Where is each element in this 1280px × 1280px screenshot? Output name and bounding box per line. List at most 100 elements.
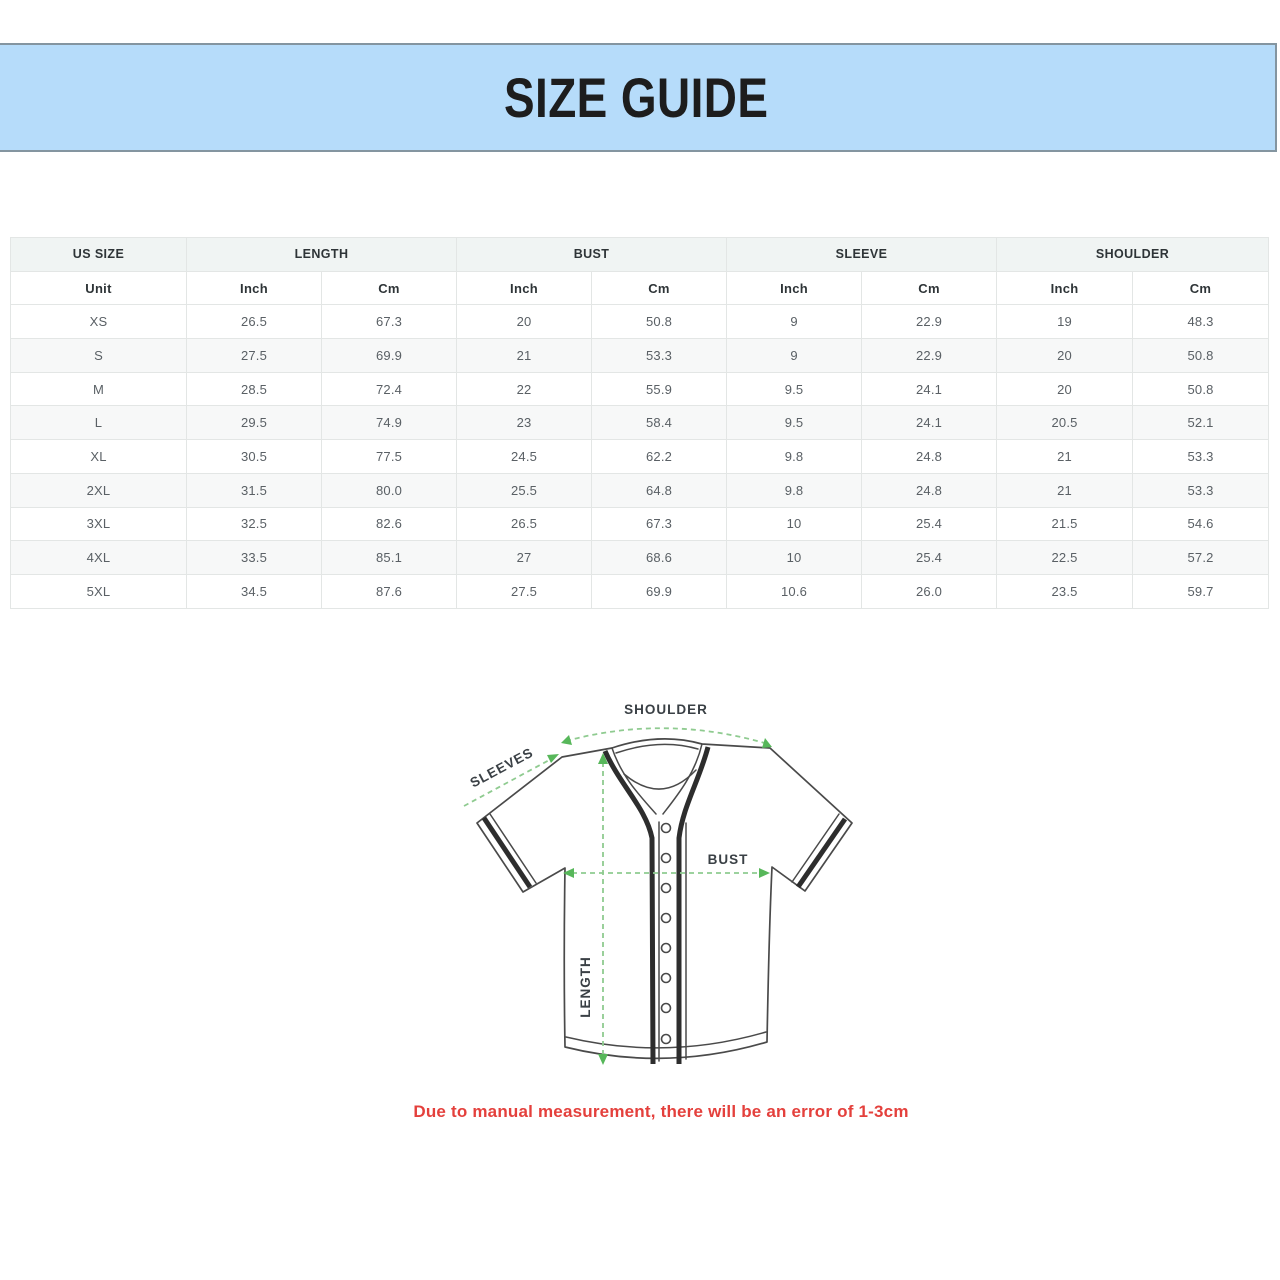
value-cell: 53.3 [1132, 439, 1269, 474]
button-icon [660, 852, 672, 864]
jersey-outline [476, 738, 853, 1060]
size-table-body: XS 26.5 67.3 20 50.8 9 22.9 19 48.3 S 27… [10, 304, 1269, 609]
value-cell: 64.8 [591, 472, 728, 508]
size-table: US SIZE LENGTH BUST SLEEVE SHOULDER Unit… [10, 237, 1269, 609]
table-row: XS 26.5 67.3 20 50.8 9 22.9 19 48.3 [10, 304, 1269, 340]
value-cell: 20 [996, 338, 1134, 373]
value-cell: 53.3 [591, 338, 728, 373]
size-guide-banner: SIZE GUIDE [0, 43, 1277, 152]
unit-header: Inch [186, 270, 322, 306]
value-cell: 22.9 [861, 304, 998, 340]
sleeves-arrow-icon [547, 754, 559, 763]
size-cell: XS [10, 304, 187, 340]
neck-edge-right [662, 743, 703, 815]
value-cell: 28.5 [186, 371, 322, 407]
placket-piping-left [602, 749, 656, 1065]
size-cell: 5XL [10, 573, 187, 609]
table-unit-header-row: Unit Inch Cm Inch Cm Inch Cm Inch Cm [10, 270, 1269, 306]
value-cell: 24.8 [861, 439, 998, 474]
table-row: S 27.5 69.9 21 53.3 9 22.9 20 50.8 [10, 338, 1269, 373]
button-column [660, 822, 672, 1045]
collar-inner-top-line [615, 743, 699, 754]
value-cell: 24.1 [861, 405, 998, 441]
button-icon [660, 882, 672, 894]
value-cell: 9.5 [726, 405, 863, 441]
placket-piping-right [676, 746, 711, 1064]
unit-header: Cm [1132, 270, 1269, 306]
value-cell: 21.5 [996, 506, 1134, 542]
unit-header: Cm [320, 270, 458, 306]
unit-header-label: Unit [10, 270, 187, 306]
value-cell: 87.6 [320, 573, 458, 609]
col-header-length: LENGTH [185, 237, 458, 272]
unit-header: Inch [996, 270, 1134, 306]
value-cell: 27.5 [186, 338, 322, 373]
value-cell: 54.6 [1132, 506, 1269, 542]
value-cell: 34.5 [186, 573, 322, 609]
length-arrow-up-icon [598, 753, 608, 764]
shoulder-measure-line [565, 727, 769, 745]
value-cell: 27.5 [456, 573, 593, 609]
cuff-line-right [791, 813, 840, 883]
value-cell: 25.5 [456, 472, 593, 508]
sleeves-measure-line [463, 757, 554, 807]
col-header-sleeve: SLEEVE [726, 237, 998, 272]
value-cell: 20.5 [996, 405, 1134, 441]
cuff-stripe-right [795, 817, 848, 889]
value-cell: 24.8 [861, 472, 998, 508]
value-cell: 80.0 [320, 472, 458, 508]
hem-inner-line [565, 1031, 767, 1049]
value-cell: 9.8 [726, 439, 863, 474]
value-cell: 74.9 [320, 405, 458, 441]
value-cell: 22.9 [861, 338, 998, 373]
sleeves-label: SLEEVES [468, 745, 536, 791]
button-icon [660, 942, 672, 954]
value-cell: 52.1 [1132, 405, 1269, 441]
value-cell: 24.1 [861, 371, 998, 407]
value-cell: 59.7 [1132, 573, 1269, 609]
value-cell: 48.3 [1132, 304, 1269, 340]
value-cell: 26.5 [186, 304, 322, 340]
value-cell: 57.2 [1132, 540, 1269, 575]
value-cell: 20 [996, 371, 1134, 407]
measurement-disclaimer: Due to manual measurement, there will be… [413, 1102, 909, 1121]
value-cell: 50.8 [1132, 338, 1269, 373]
length-arrow-down-icon [598, 1054, 608, 1065]
value-cell: 23.5 [996, 573, 1134, 609]
table-row: L 29.5 74.9 23 58.4 9.5 24.1 20.5 52.1 [10, 405, 1269, 441]
table-row: XL 30.5 77.5 24.5 62.2 9.8 24.8 21 53.3 [10, 439, 1269, 474]
value-cell: 69.9 [591, 573, 728, 609]
value-cell: 53.3 [1132, 472, 1269, 508]
value-cell: 50.8 [591, 304, 728, 340]
unit-header: Inch [456, 270, 593, 306]
value-cell: 58.4 [591, 405, 728, 441]
value-cell: 85.1 [320, 540, 458, 575]
table-row: 3XL 32.5 82.6 26.5 67.3 10 25.4 21.5 54.… [10, 506, 1269, 542]
value-cell: 9.8 [726, 472, 863, 508]
size-cell: S [10, 338, 187, 373]
value-cell: 26.5 [456, 506, 593, 542]
size-cell: 2XL [10, 472, 187, 508]
value-cell: 50.8 [1132, 371, 1269, 407]
size-cell: 4XL [10, 540, 187, 575]
value-cell: 67.3 [591, 506, 728, 542]
table-row: 2XL 31.5 80.0 25.5 64.8 9.8 24.8 21 53.3 [10, 472, 1269, 508]
value-cell: 82.6 [320, 506, 458, 542]
button-icon [660, 1002, 672, 1014]
bust-arrow-right-icon [759, 868, 770, 878]
value-cell: 33.5 [186, 540, 322, 575]
value-cell: 29.5 [186, 405, 322, 441]
unit-header: Inch [726, 270, 863, 306]
value-cell: 21 [996, 472, 1134, 508]
size-cell: M [10, 371, 187, 407]
value-cell: 25.4 [861, 540, 998, 575]
bust-arrow-left-icon [563, 868, 574, 878]
value-cell: 10.6 [726, 573, 863, 609]
size-cell: L [10, 405, 187, 441]
value-cell: 77.5 [320, 439, 458, 474]
size-cell: 3XL [10, 506, 187, 542]
value-cell: 10 [726, 540, 863, 575]
value-cell: 32.5 [186, 506, 322, 542]
jersey-diagram-svg: SHOULDER SLEEVES BUST LENGTH [463, 702, 853, 1065]
value-cell: 24.5 [456, 439, 593, 474]
